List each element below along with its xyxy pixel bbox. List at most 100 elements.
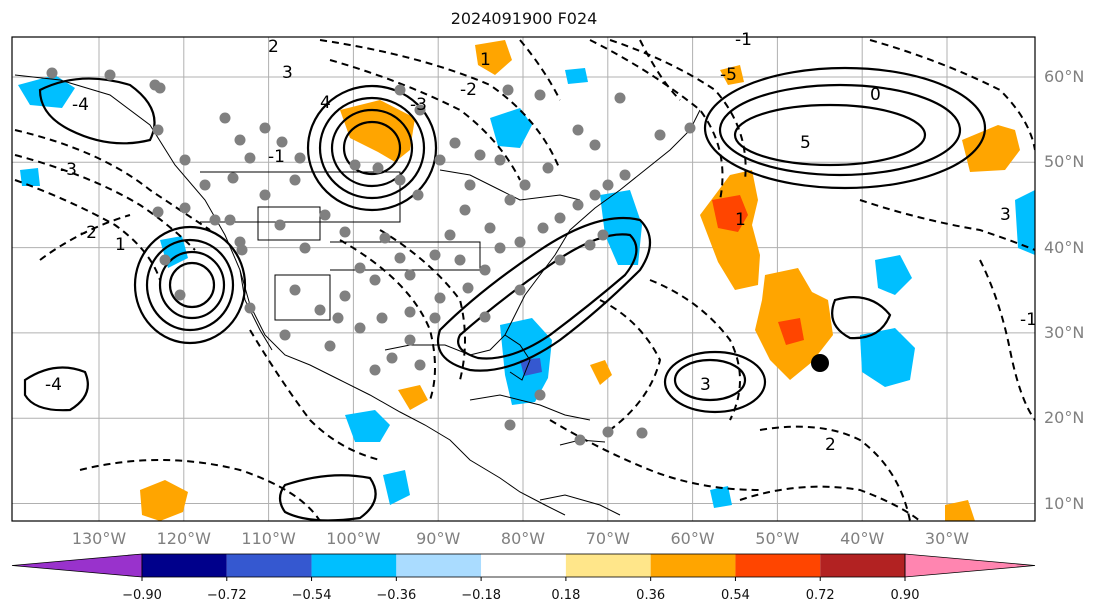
station-dot <box>554 212 566 224</box>
station-dot <box>394 252 406 264</box>
station-dot <box>209 214 221 226</box>
longitude-label: 110°W <box>241 529 296 548</box>
station-dot <box>542 162 554 174</box>
station-dot <box>369 364 381 376</box>
station-dot <box>404 306 416 318</box>
station-dot <box>224 214 236 226</box>
latitude-label: 10°N <box>1044 493 1085 513</box>
station-dot <box>504 194 516 206</box>
station-dot <box>404 269 416 281</box>
contour-label: 2 <box>825 435 836 455</box>
colorbar-tick-label: 0.18 <box>551 588 581 603</box>
station-dot <box>484 222 496 234</box>
contour-label: 1 <box>735 210 746 230</box>
station-dot <box>464 179 476 191</box>
station-dot <box>459 204 471 216</box>
station-dot <box>339 290 351 302</box>
longitude-label: 90°W <box>416 529 461 548</box>
longitude-label: 130°W <box>71 529 127 548</box>
contour-label: 2 <box>268 37 279 57</box>
station-dot <box>394 84 406 96</box>
station-dot <box>276 136 288 148</box>
station-dot <box>434 154 446 166</box>
station-dot <box>554 254 566 266</box>
station-dot <box>152 206 164 218</box>
station-dot <box>597 229 609 241</box>
station-dot <box>444 229 456 241</box>
station-dot <box>319 209 331 221</box>
station-dot <box>534 389 546 401</box>
station-dot <box>244 152 256 164</box>
colorbar-tick-label: 0.72 <box>805 588 835 603</box>
station-dot <box>294 152 306 164</box>
colorbar-tick-label: −0.36 <box>376 588 417 603</box>
station-markers <box>46 67 696 446</box>
station-dot <box>152 124 164 136</box>
station-dot <box>449 137 461 149</box>
latitude-label: 40°N <box>1044 237 1085 257</box>
longitude-label: 120°W <box>156 529 211 548</box>
negative-contours <box>14 39 1035 521</box>
station-dot <box>379 232 391 244</box>
station-dot <box>429 312 441 324</box>
contour-label: -4 <box>45 375 62 395</box>
station-dot <box>324 340 336 352</box>
station-dot <box>349 159 361 171</box>
station-dot <box>434 292 446 304</box>
station-dot <box>414 104 426 116</box>
latitude-label: 30°N <box>1044 322 1085 342</box>
station-dot <box>619 169 631 181</box>
colorbar-tick-label: −0.72 <box>206 588 247 603</box>
station-dot <box>244 302 256 314</box>
station-dot <box>279 329 291 341</box>
contour-label: -4 <box>72 95 89 115</box>
latitude-label: 50°N <box>1044 152 1085 172</box>
contour-label: -2 <box>460 80 477 100</box>
station-dot <box>602 426 614 438</box>
station-dot <box>654 129 666 141</box>
station-dot <box>572 199 584 211</box>
station-dot <box>534 89 546 101</box>
longitude-label: 100°W <box>326 529 381 548</box>
station-dot <box>369 274 381 286</box>
colorbar-outline <box>141 553 906 578</box>
station-dot <box>289 284 301 296</box>
contour-label: -3 <box>410 95 427 115</box>
contour-label: -1 <box>268 147 285 167</box>
station-dot <box>386 352 398 364</box>
station-dot <box>299 242 311 254</box>
station-dot <box>314 304 326 316</box>
colorbar-min-extension <box>11 553 143 578</box>
station-dot <box>514 284 526 296</box>
colorbar-tick-label: 0.54 <box>720 588 750 603</box>
station-dot <box>602 179 614 191</box>
map-title: 2024091900 F024 <box>450 9 598 28</box>
colorbar-segment <box>396 554 482 577</box>
station-dot <box>479 311 491 323</box>
station-dot <box>372 162 384 174</box>
station-dot <box>234 134 246 146</box>
contour-label: 5 <box>800 133 811 153</box>
longitude-label: 70°W <box>585 529 630 548</box>
station-dot <box>412 189 424 201</box>
station-dot <box>376 312 388 324</box>
station-dot <box>474 149 486 161</box>
station-dot <box>574 434 586 446</box>
longitude-label: 40°W <box>840 529 885 548</box>
contour-label: -1 <box>735 30 752 50</box>
longitude-label: 50°W <box>755 529 800 548</box>
station-dot <box>572 124 584 136</box>
colorbar-segment <box>650 554 736 577</box>
colorbar-tick-label: −0.90 <box>122 588 162 603</box>
longitude-label: 60°W <box>670 529 715 548</box>
contour-label: -2 <box>80 223 97 243</box>
contour-label: 0 <box>870 85 881 105</box>
station-dot <box>614 92 626 104</box>
station-dot <box>429 249 441 261</box>
station-dot <box>589 139 601 151</box>
station-dot <box>502 84 514 96</box>
station-dot <box>149 79 161 91</box>
station-dot <box>514 236 526 248</box>
colorbar-segment <box>565 554 651 577</box>
